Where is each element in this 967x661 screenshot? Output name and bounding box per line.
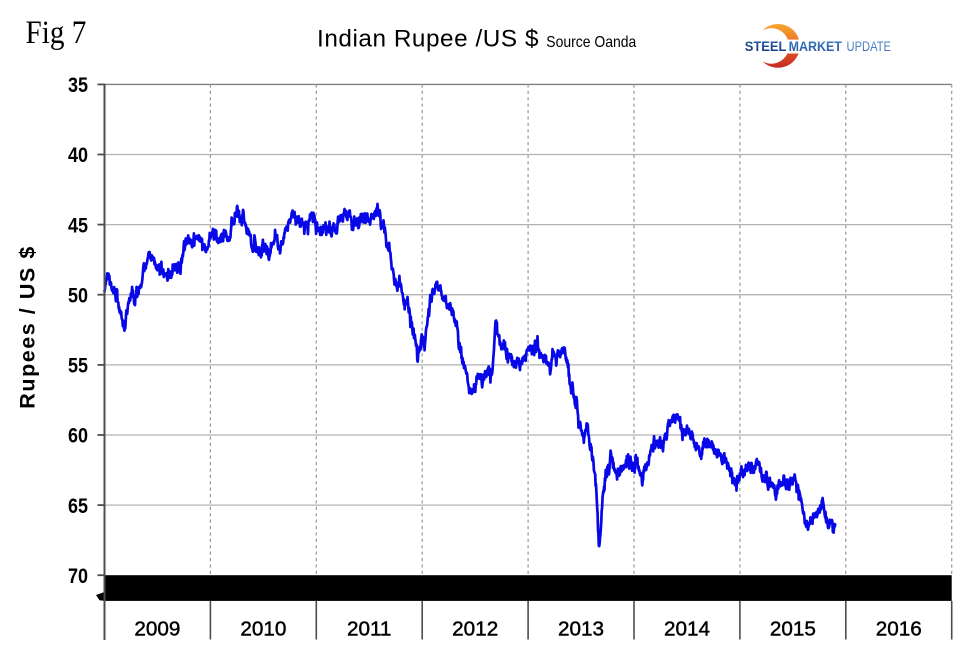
svg-text:2012: 2012	[452, 618, 498, 641]
svg-text:35: 35	[68, 73, 88, 97]
svg-text:40: 40	[68, 143, 88, 167]
svg-text:70: 70	[68, 564, 88, 588]
svg-text:STEEL: STEEL	[745, 38, 787, 54]
svg-text:MARKET: MARKET	[789, 38, 843, 54]
svg-text:2015: 2015	[770, 618, 816, 641]
svg-text:45: 45	[68, 213, 88, 237]
svg-text:2009: 2009	[134, 618, 180, 641]
svg-text:2011: 2011	[347, 618, 392, 641]
svg-text:UPDATE: UPDATE	[847, 38, 892, 54]
svg-text:Source Oanda: Source Oanda	[546, 34, 636, 51]
svg-text:55: 55	[68, 354, 88, 378]
svg-text:Rupees / US $: Rupees / US $	[16, 247, 40, 409]
svg-text:2010: 2010	[240, 618, 286, 641]
svg-text:2016: 2016	[876, 618, 922, 641]
svg-text:65: 65	[68, 494, 88, 518]
svg-text:2013: 2013	[558, 618, 604, 641]
svg-text:Fig 7: Fig 7	[26, 15, 87, 51]
svg-text:2014: 2014	[664, 618, 710, 641]
svg-text:60: 60	[68, 424, 88, 448]
svg-text:50: 50	[68, 283, 88, 307]
svg-text:Indian Rupee /US $: Indian Rupee /US $	[317, 26, 539, 53]
